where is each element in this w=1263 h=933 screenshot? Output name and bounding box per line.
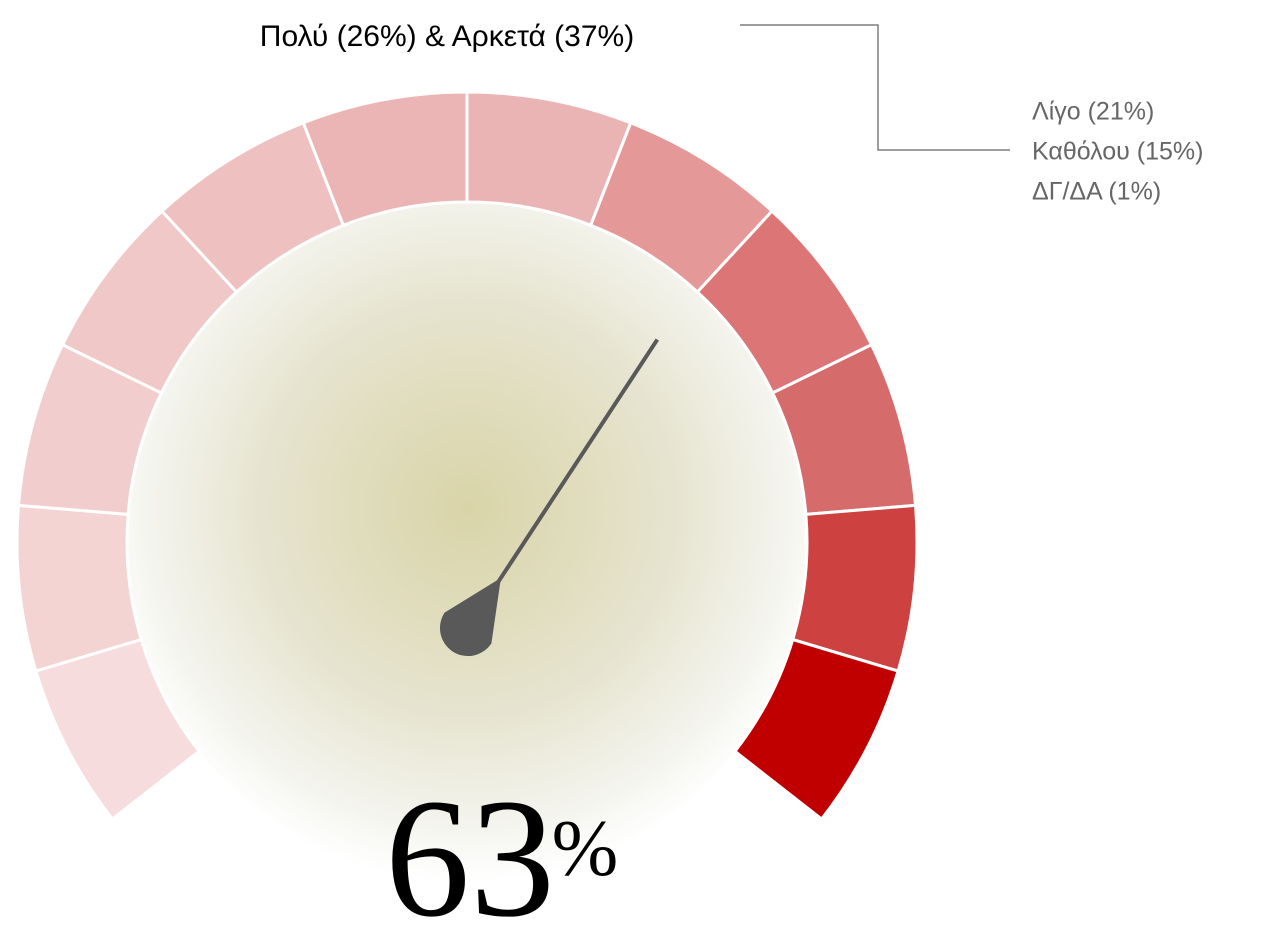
connector-line xyxy=(740,25,1010,150)
category-label: ΔΓ/ΔΑ (1%) xyxy=(1032,178,1161,206)
value-unit: % xyxy=(552,805,619,893)
gauge-segment xyxy=(17,505,141,671)
category-label: Λίγο (21%) xyxy=(1032,98,1154,126)
chart-title: Πολύ (26%) & Αρκετά (37%) xyxy=(260,20,634,53)
chart: Πολύ (26%) & Αρκετά (37%) Λίγο (21%) Καθό… xyxy=(0,0,1263,933)
other-labels: Λίγο (21%) Καθόλου (15%) ΔΓ/ΔΑ (1%) xyxy=(1032,98,1203,206)
page: Πολύ (26%) & Αρκετά (37%) Λίγο (21%) Καθό… xyxy=(0,0,1263,933)
category-label: Καθόλου (15%) xyxy=(1032,138,1203,166)
value-label: 63 xyxy=(385,764,555,933)
